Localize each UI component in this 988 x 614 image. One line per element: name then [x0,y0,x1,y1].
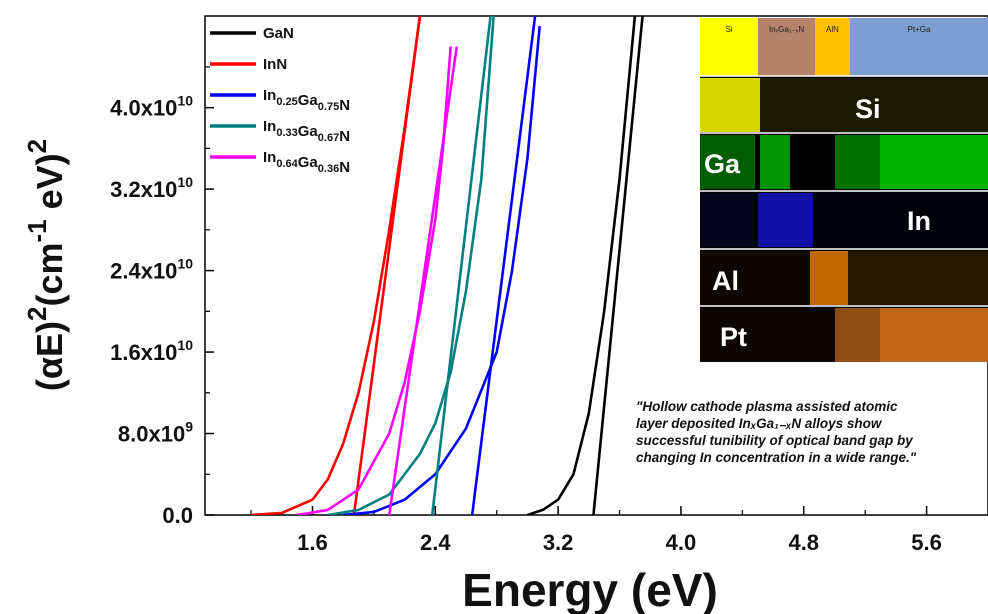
x-tick-label: 3.2 [543,530,574,555]
map-region [835,135,880,189]
legend-label: In0.25Ga0.75N [263,87,350,114]
axis-ticks [205,66,928,516]
inset-layer [758,18,815,76]
map-region [700,135,755,189]
map-region [758,193,813,247]
map-region [760,78,988,132]
legend-label: In0.64Ga0.36N [263,149,350,176]
inset-layer-label: InₓGa₁₋ₓN [769,25,805,34]
inset-layer-label: Si [725,25,732,34]
map-region [810,251,848,305]
map-region [813,193,988,247]
x-tick-label: 1.6 [297,530,328,555]
inset-layer-bar: Si InₓGa₁₋ₓN AlN Pt+Ga [700,18,988,76]
y-tick-label: 1.6x1010 [110,337,193,365]
y-tick-label: 0.0 [162,503,193,528]
series-line-1 [250,16,422,515]
fit-line-1 [352,16,422,515]
inset-layer [700,18,758,76]
fit-line-4 [387,46,459,515]
y-axis-title: (αE)2(cm-1 eV)2 [22,139,70,391]
map-region [700,308,835,362]
map-region [700,193,755,247]
fit-line-2 [470,16,537,515]
y-tick-label: 3.2x1010 [110,174,193,202]
y-tick-label: 8.0x109 [118,419,193,447]
inset-layer-label: AlN [826,25,839,34]
inset-layer [815,18,850,76]
map-label: In [907,206,931,236]
y-axis-title-text: (αE)2(cm-1 eV)2 [22,139,70,391]
y-tick-label: 2.4x1010 [110,256,193,284]
fit-line-3 [430,16,492,515]
series-line-3 [327,16,495,515]
legend-label: GaN [263,25,294,42]
annotation-line: changing In concentration in a wide rang… [636,450,917,465]
map-region [700,251,810,305]
map-region [700,78,760,132]
y-tick-label: 4.0x1010 [110,93,193,121]
map-region [880,308,988,362]
legend-label: InN [263,56,287,73]
annotation-line: layer deposited InₓGa₁₋ₓN alloys show [636,416,883,431]
fit-line-0 [592,16,644,515]
x-tick-labels: 1.6 2.4 3.2 4.0 4.8 5.6 [297,530,942,555]
inset-layer-label: Pt+Ga [908,25,931,34]
map-region [848,251,988,305]
x-axis-title: Energy (eV) [462,564,718,614]
series-line-0 [527,16,637,515]
x-tick-label: 4.8 [788,530,819,555]
annotation-line: successful tunibility of optical band ga… [636,433,914,448]
annotation-line: "Hollow cathode plasma assisted atomic [636,399,898,414]
inset-layer [850,18,988,76]
eds-mapping-inset: Si InₓGa₁₋ₓN AlN Pt+Ga Si Ga In Al Pt [700,18,988,362]
map-region [835,308,880,362]
legend: GaN InN In0.25Ga0.75N In0.33Ga0.67N In0.64Ga… [210,25,350,176]
map-region [880,135,988,189]
map-label: Al [712,266,739,296]
x-tick-label: 4.0 [666,530,697,555]
series-layer [250,16,644,515]
map-region [760,135,790,189]
inset-element-maps: Si Ga In Al Pt [700,75,988,362]
series-line-4 [296,46,452,515]
legend-label: In0.33Ga0.67N [263,118,350,145]
annotation-text: "Hollow cathode plasma assisted atomic la… [636,399,917,465]
plot-frame [204,15,988,516]
map-label: Pt [720,322,747,352]
y-tick-labels: 0.0 8.0x109 1.6x1010 2.4x1010 3.2x1010 4.0x10… [110,93,193,528]
series-line-2 [343,26,541,515]
x-tick-label: 5.6 [911,530,942,555]
map-label: Ga [704,149,741,179]
map-label: Si [855,94,881,124]
x-tick-label: 2.4 [420,530,451,555]
